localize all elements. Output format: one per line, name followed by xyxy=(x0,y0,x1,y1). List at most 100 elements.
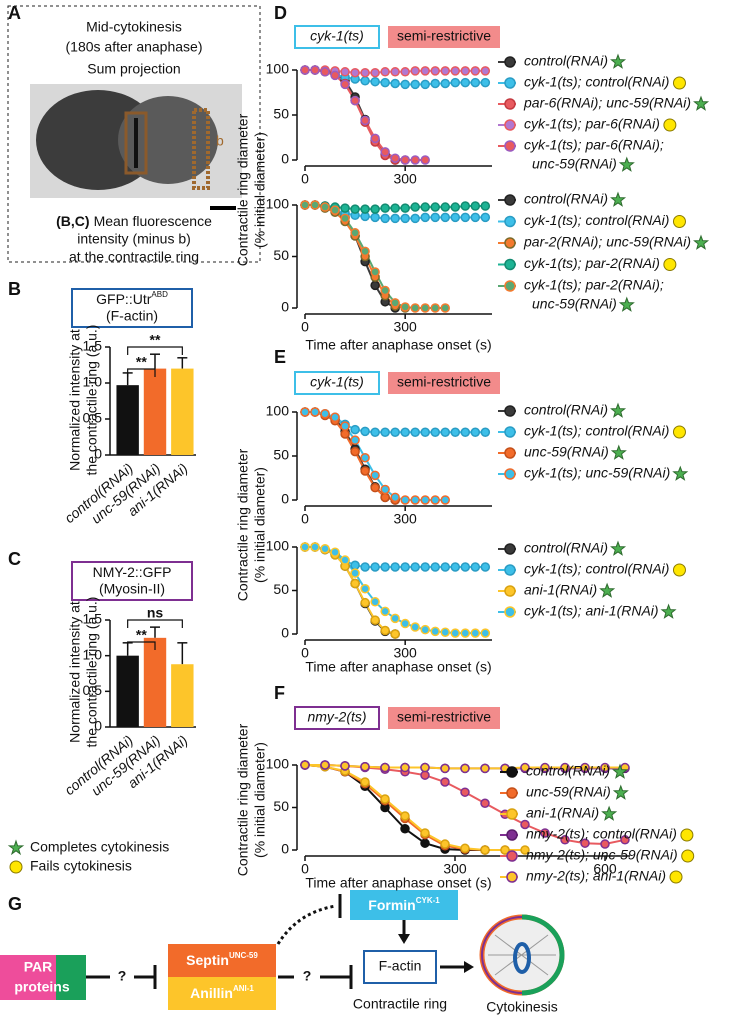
strain-box xyxy=(294,706,380,730)
data-point xyxy=(350,446,360,457)
legend-marker xyxy=(504,585,516,597)
completes-symbol xyxy=(601,805,618,821)
x-tick-label: 600 xyxy=(593,861,617,877)
completes-symbol xyxy=(610,540,627,556)
data-point xyxy=(320,760,330,770)
data-point xyxy=(480,845,490,855)
legend-label: unc-59(RNAi) xyxy=(524,444,609,460)
x-tick-label: 0 xyxy=(301,645,309,661)
data-point xyxy=(430,78,440,89)
x-axis-label: Time after anaphase onset (s) xyxy=(305,875,491,891)
dotted-inhibition xyxy=(276,904,337,945)
legend-marker xyxy=(504,606,516,618)
header-text: GFP::Utr xyxy=(96,291,152,307)
protein-superscript: UNC-59 xyxy=(229,951,258,960)
data-point xyxy=(430,66,440,76)
data-point xyxy=(410,427,420,437)
header-subtext: (F-actin) xyxy=(106,308,158,324)
condition-label: semi-restrictive xyxy=(397,709,491,725)
legend-label: cyk-1(ts); par-2(RNAi); xyxy=(524,277,664,293)
data-point xyxy=(360,246,370,257)
data-point xyxy=(480,66,491,76)
data-point xyxy=(390,492,400,503)
data-point xyxy=(410,213,420,224)
legend-marker xyxy=(504,119,516,131)
data-point xyxy=(360,426,370,437)
data-point xyxy=(390,213,400,224)
legend-marker xyxy=(504,140,516,152)
y-tick-label: 0 xyxy=(94,446,102,462)
y-axis-label: (% initial diameter) xyxy=(252,132,268,248)
legend-marker xyxy=(504,194,516,206)
y-tick-label: 0.5 xyxy=(83,682,103,698)
bar xyxy=(171,368,194,455)
data-point xyxy=(370,280,380,291)
anillin-box xyxy=(168,977,276,1010)
data-point xyxy=(410,622,420,632)
condition-label: semi-restrictive xyxy=(397,28,491,44)
data-point xyxy=(410,562,420,572)
data-point xyxy=(460,562,471,572)
data-point xyxy=(600,762,610,773)
x-tick-label: 300 xyxy=(393,319,417,335)
completes-symbol xyxy=(610,53,627,69)
data-point xyxy=(370,133,380,144)
y-tick-label: 100 xyxy=(266,756,290,772)
legend-marker xyxy=(504,237,516,249)
caption-line: Mean fluorescence xyxy=(94,213,213,229)
data-point xyxy=(520,845,530,855)
data-point xyxy=(350,435,360,445)
fails-symbol xyxy=(669,870,683,884)
panel-label: F xyxy=(274,683,285,703)
bar xyxy=(171,664,194,727)
y-tick-label: 0 xyxy=(281,151,289,167)
y-tick-label: 50 xyxy=(273,581,289,597)
completes-symbol xyxy=(693,95,710,111)
data-point xyxy=(310,542,320,552)
data-point xyxy=(460,212,471,223)
panel-a-caption: at the contractile ring xyxy=(69,249,199,265)
data-point xyxy=(480,562,491,572)
data-point xyxy=(380,203,390,213)
data-point xyxy=(380,427,390,437)
legend-marker xyxy=(504,258,516,271)
data-point xyxy=(460,787,470,797)
significance-label: ns xyxy=(147,605,164,621)
condition-label: semi-restrictive xyxy=(397,374,491,390)
contractile-ring-label: Contractile ring xyxy=(353,996,447,1012)
par-label: proteins xyxy=(14,979,69,995)
legend-label: cyk-1(ts); control(RNAi) xyxy=(524,74,669,90)
legend-label: ani-1(RNAi) xyxy=(526,805,599,821)
legend-label: control(RNAi) xyxy=(524,540,608,556)
bar xyxy=(143,637,167,727)
data-point xyxy=(380,606,390,617)
data-point xyxy=(380,77,390,88)
data-point xyxy=(310,65,320,75)
x-tick-label: 300 xyxy=(393,171,417,187)
outcome-legend-text: Completes cytokinesis xyxy=(30,839,169,855)
completes-symbol xyxy=(612,763,629,779)
y-tick-label: 1.5 xyxy=(83,338,103,354)
series-line xyxy=(305,546,396,635)
y-tick-label: 50 xyxy=(273,247,289,263)
data-point xyxy=(370,597,380,607)
data-point xyxy=(410,79,420,90)
data-point xyxy=(470,628,481,638)
data-point xyxy=(320,409,330,419)
legend-label: ani-1(RNAi) xyxy=(524,582,597,598)
data-point xyxy=(380,794,390,804)
fails-symbol xyxy=(663,118,677,132)
data-point xyxy=(460,843,470,854)
panel-label: C xyxy=(8,549,21,569)
data-point xyxy=(470,212,481,223)
header-box xyxy=(71,288,193,328)
data-point xyxy=(480,77,491,88)
data-point xyxy=(470,201,481,211)
cell-cortex xyxy=(481,916,523,994)
completes-symbol xyxy=(618,156,635,172)
data-point xyxy=(350,228,360,238)
data-point xyxy=(390,629,400,639)
legend-label: cyk-1(ts); par-6(RNAi) xyxy=(524,116,660,132)
series-line xyxy=(305,204,406,309)
data-point xyxy=(450,427,461,437)
